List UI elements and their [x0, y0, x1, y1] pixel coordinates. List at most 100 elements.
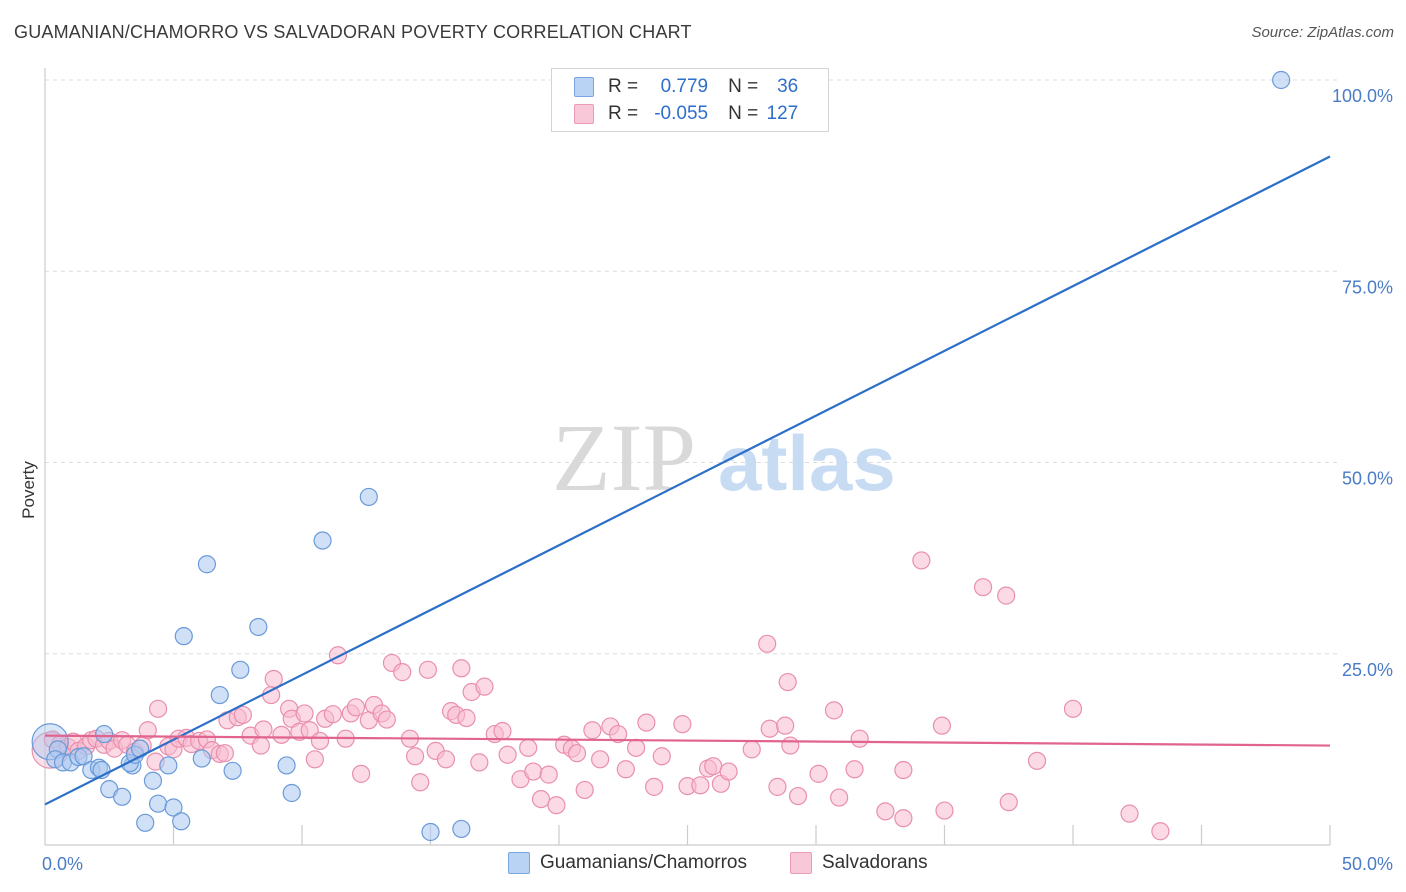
guamanian-point	[148, 794, 168, 813]
salvadoran-point	[894, 760, 913, 780]
salvadoran-point	[452, 659, 471, 678]
salvadoran-point	[935, 801, 954, 820]
salvadoran-point	[616, 760, 635, 779]
salvadoran-point	[973, 578, 993, 597]
salvadoran-point	[626, 738, 646, 757]
salvadoran-point	[470, 753, 489, 772]
salvadoran-point	[637, 713, 656, 732]
salvadoran-point	[498, 745, 517, 764]
guamanian-point	[172, 812, 191, 831]
salvadoran-point	[1063, 699, 1083, 718]
salvadoran-point	[768, 777, 787, 796]
source-credit: Source: ZipAtlas.com	[1251, 24, 1394, 41]
salvadoran-point	[788, 786, 808, 806]
salvadoran-point	[894, 809, 913, 828]
guamanian-point	[197, 555, 217, 574]
salvadoran-point	[719, 762, 738, 781]
salvadoran-point	[531, 789, 551, 809]
salvadoran-point	[776, 716, 795, 735]
guamanian-point	[313, 531, 332, 550]
guamanian-point	[210, 685, 229, 705]
y-tick-label: 25.0%	[1342, 660, 1393, 680]
guamanian-point	[282, 783, 301, 803]
legend-n-value: 127	[766, 103, 799, 124]
guamanian-trend-line	[44, 155, 1331, 806]
salvadoran-point	[876, 802, 895, 821]
bottom-legend-swatch-pink	[790, 852, 812, 874]
legend-n-label: N =	[728, 103, 759, 124]
legend-swatch-pink	[574, 104, 594, 124]
salvadoran-point	[524, 762, 543, 781]
salvadoran-point	[591, 750, 610, 769]
salvadoran-point	[652, 747, 671, 766]
salvadoran-point	[539, 765, 558, 784]
bottom-legend-swatch-blue	[508, 852, 530, 874]
tick-labels: 25.0% 50.0% 75.0% 100.0% 0.0% 50.0%	[42, 86, 1393, 874]
salvadoran-point	[148, 699, 168, 718]
trend-lines	[44, 155, 1331, 806]
x-tick-label: 0.0%	[42, 854, 83, 874]
guamanian-point	[159, 756, 178, 775]
salvadoran-point	[305, 750, 324, 769]
bottom-legend-label: Guamanians/Chamorros	[540, 852, 747, 873]
salvadoran-point	[233, 705, 252, 725]
guamanian-point	[112, 787, 132, 806]
legend-r-value: -0.055	[654, 103, 709, 124]
salvadoran-point	[411, 773, 430, 792]
guamanian-point	[223, 761, 242, 780]
legend-row-salvadorans: R = -0.055 N = 127	[574, 101, 798, 127]
guamanian-point	[421, 822, 440, 842]
salvadoran-point	[742, 740, 761, 759]
salvadoran-point	[457, 708, 476, 728]
salvadoran-point	[609, 724, 628, 744]
guamanian-point	[1272, 70, 1291, 90]
y-axis-label: Poverty	[19, 461, 38, 519]
watermark-atlas: atlas	[718, 419, 896, 507]
salvadoran-point	[999, 793, 1018, 812]
guamanian-point	[192, 749, 211, 768]
salvadoran-point	[310, 731, 330, 751]
salvadoran-point	[262, 685, 281, 705]
legend-n-value: 36	[777, 76, 799, 97]
salvadoran-point	[519, 738, 538, 757]
salvadoran-point	[493, 721, 512, 741]
guamanian-point	[136, 813, 155, 832]
legend-n-label: N =	[728, 76, 759, 97]
legend-r-label: R =	[608, 103, 639, 124]
chart-title: GUAMANIAN/CHAMORRO VS SALVADORAN POVERTY…	[14, 22, 692, 42]
guamanian-point	[277, 756, 296, 775]
stats-legend: R = 0.779 N = 36 R = -0.055 N = 127	[551, 68, 829, 132]
salvadoran-point	[1120, 804, 1139, 823]
salvadoran-point	[264, 669, 283, 689]
salvadoran-point	[328, 646, 348, 665]
guamanian-point	[359, 487, 378, 507]
salvadoran-point	[1027, 751, 1047, 770]
legend-r-value: 0.779	[660, 76, 709, 97]
guamanian-point	[164, 798, 183, 817]
legend-swatch-blue	[574, 77, 594, 97]
salvadoran-point	[352, 764, 371, 783]
watermark: ZIP atlas	[552, 404, 896, 511]
salvadoran-point	[436, 750, 456, 769]
salvadoran-point	[475, 677, 494, 696]
salvadoran-point	[758, 634, 777, 653]
salvadoran-point	[704, 757, 723, 776]
salvadoran-trend-line	[44, 734, 1331, 747]
bottom-legend-salvadorans: Salvadorans	[790, 852, 928, 874]
salvadoran-point	[346, 698, 366, 717]
salvadoran-point	[932, 716, 952, 735]
salvadoran-point	[251, 736, 270, 755]
guamanian-point	[74, 747, 93, 766]
salvadoran-point	[781, 736, 800, 755]
salvadoran-point	[377, 710, 396, 729]
y-tick-label: 75.0%	[1342, 277, 1393, 297]
gridlines	[45, 79, 1340, 655]
watermark-zip: ZIP	[552, 404, 696, 511]
salvadoran-point	[272, 725, 291, 744]
salvadoran-point	[1151, 822, 1170, 841]
salvadoran-point	[295, 704, 314, 723]
salvadoran-point	[644, 777, 664, 796]
x-tick-label: 50.0%	[1342, 854, 1393, 874]
salvadoran-point	[691, 776, 710, 795]
